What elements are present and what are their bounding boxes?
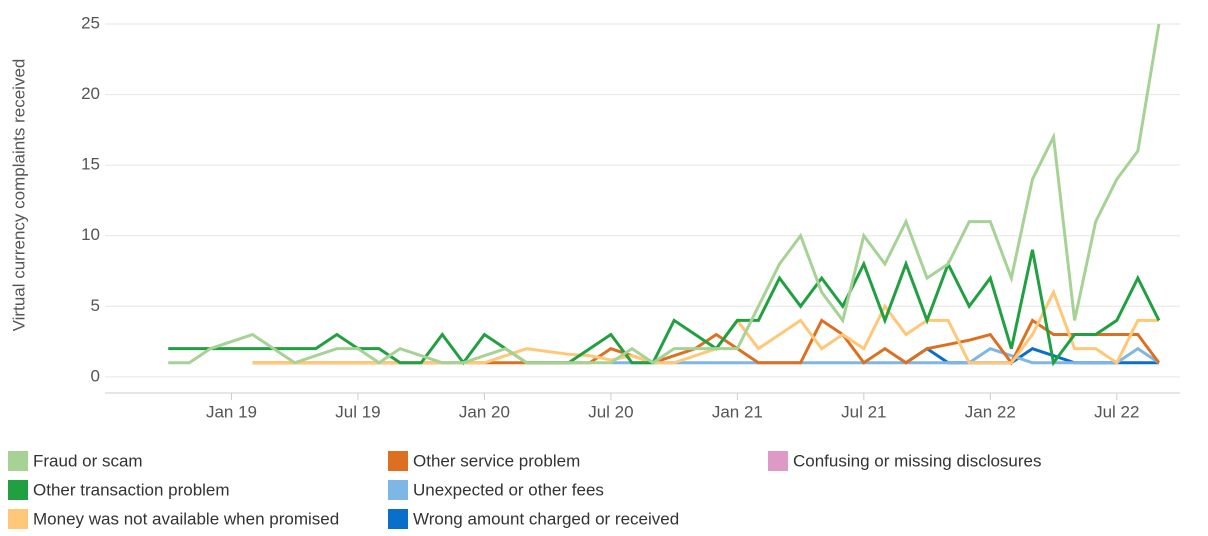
y-tick-label: 25 — [81, 13, 100, 32]
legend-label: Confusing or missing disclosures — [793, 451, 1042, 470]
legend-swatch — [8, 509, 28, 529]
legend-swatch — [388, 509, 408, 529]
legend-label: Fraud or scam — [33, 451, 143, 470]
legend-label: Wrong amount charged or received — [413, 509, 679, 528]
series-line — [610, 346, 1160, 365]
x-tick-label: Jan 20 — [459, 402, 510, 421]
y-tick-label: 0 — [91, 366, 100, 385]
legend-swatch — [8, 451, 28, 471]
legend-label: Money was not available when promised — [33, 509, 339, 528]
legend-label: Other transaction problem — [33, 480, 230, 499]
legend-swatch — [388, 480, 408, 500]
legend-swatch — [8, 480, 28, 500]
x-tick-label: Jan 22 — [965, 402, 1016, 421]
x-tick-label: Jul 19 — [335, 402, 380, 421]
y-axis-label: Virtual currency complaints received — [9, 59, 28, 332]
legend-label: Unexpected or other fees — [413, 480, 604, 499]
x-tick-label: Jul 22 — [1094, 402, 1139, 421]
x-tick-label: Jul 21 — [841, 402, 886, 421]
y-tick-label: 15 — [81, 155, 100, 174]
x-tick-label: Jan 21 — [712, 402, 763, 421]
y-tick-label: 5 — [91, 296, 100, 315]
y-tick-label: 10 — [81, 225, 100, 244]
y-tick-label: 20 — [81, 84, 100, 103]
legend: Fraud or scam Other transaction problem Mo… — [8, 451, 1042, 529]
legend-swatch — [768, 451, 788, 471]
series-line — [168, 249, 1161, 367]
series-line — [252, 288, 1159, 365]
legend-label: Other service problem — [413, 451, 580, 470]
x-tick-label: Jul 20 — [588, 402, 633, 421]
legend-swatch — [388, 451, 408, 471]
x-tick-label: Jan 19 — [206, 402, 257, 421]
series-line — [168, 23, 1161, 365]
